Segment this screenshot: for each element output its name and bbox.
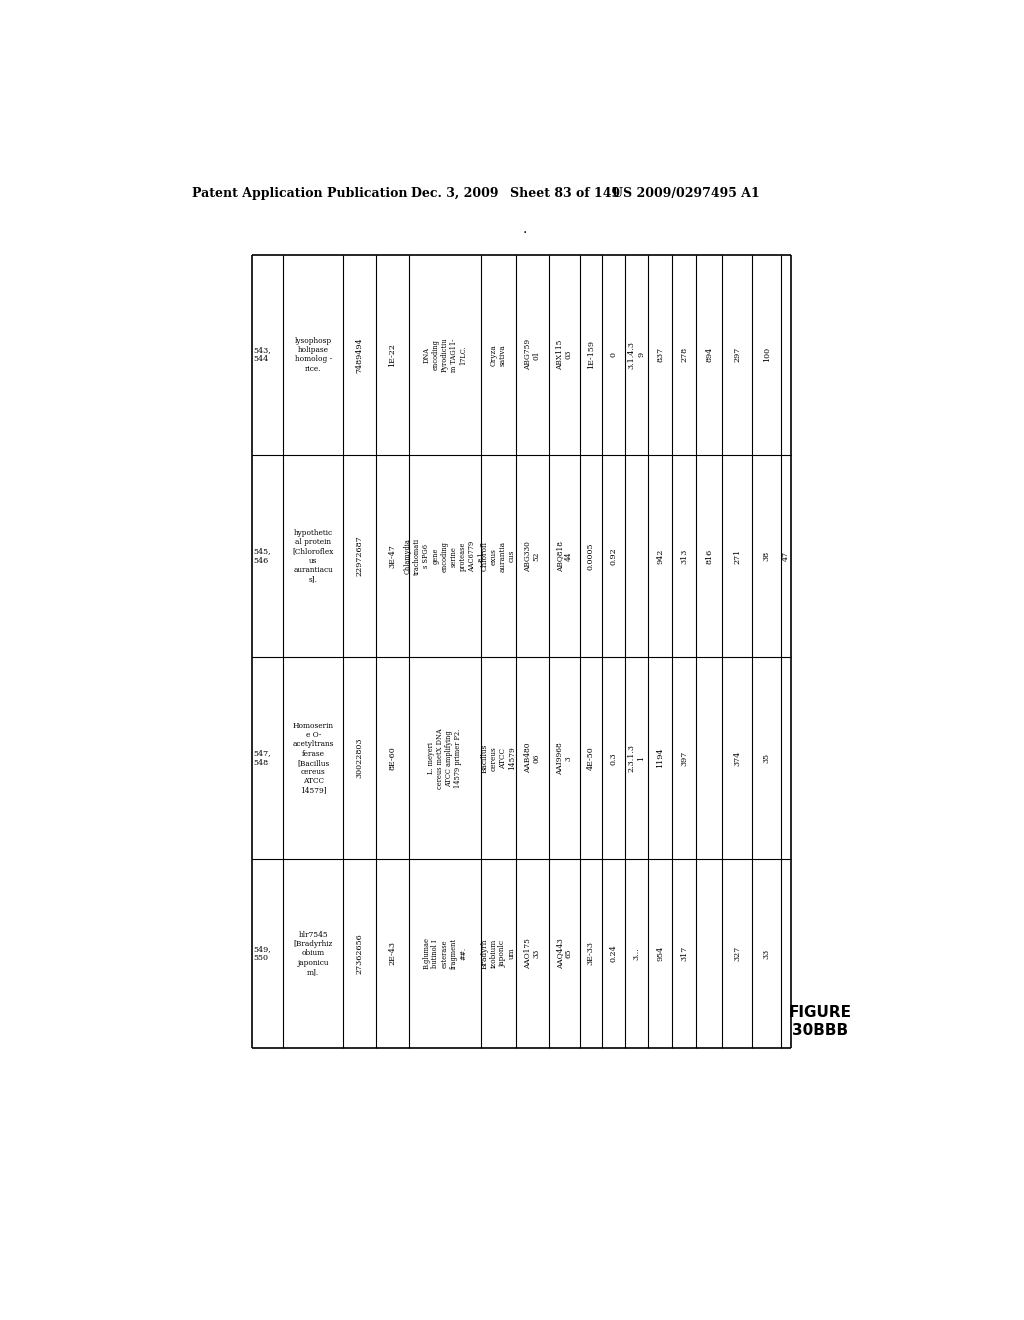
Text: 543,
544: 543, 544: [254, 346, 271, 363]
Text: 2E-43: 2E-43: [388, 941, 396, 965]
Text: AAB480
06: AAB480 06: [523, 743, 541, 774]
Text: 3...: 3...: [633, 948, 640, 960]
Text: 1194: 1194: [656, 748, 664, 768]
Text: 0.92: 0.92: [609, 548, 617, 565]
Text: 374: 374: [733, 751, 741, 766]
Text: Homoserin
e O-
acetyltrans
ferase
[Bacillus
cereus
ATCC
14579]: Homoserin e O- acetyltrans ferase [Bacil…: [293, 722, 334, 795]
Text: 942: 942: [656, 548, 664, 564]
Text: DNA
encoding
Pyrodictiu
m TAG11-
17LC.: DNA encoding Pyrodictiu m TAG11- 17LC.: [422, 338, 467, 372]
Text: lysophosp
holipase
homolog -
rice.: lysophosp holipase homolog - rice.: [295, 337, 332, 372]
Text: 837: 837: [656, 347, 664, 362]
Text: 30022803: 30022803: [355, 738, 364, 779]
Text: .: .: [522, 222, 527, 236]
Text: 2.3.1.3
1: 2.3.1.3 1: [628, 744, 645, 772]
Text: 549,
550: 549, 550: [254, 945, 271, 962]
Text: ABQ818
44: ABQ818 44: [556, 541, 572, 572]
Text: hypothetic
al protein
[Chloroflex
us
aurantiacu
s].: hypothetic al protein [Chloroflex us aur…: [293, 529, 334, 583]
Text: AAI9968
3: AAI9968 3: [556, 742, 572, 775]
Text: ABX115
03: ABX115 03: [556, 339, 572, 370]
Text: 38: 38: [763, 550, 771, 561]
Text: 3E-47: 3E-47: [388, 544, 396, 568]
Text: 7489494: 7489494: [355, 337, 364, 372]
Text: 0.24: 0.24: [609, 945, 617, 962]
Text: 3E-33: 3E-33: [587, 941, 595, 965]
Text: 894: 894: [706, 347, 714, 363]
Text: AAQ443
65: AAQ443 65: [556, 939, 572, 969]
Text: 0.3: 0.3: [609, 752, 617, 764]
Text: FIGURE
30BBB: FIGURE 30BBB: [788, 1006, 852, 1038]
Text: Chlorofl
exus
aurantia
cus: Chlorofl exus aurantia cus: [480, 541, 516, 572]
Text: L. meyeri
cereus metX DNA
ATCC amplifying
14579 primer P2.: L. meyeri cereus metX DNA ATCC amplifyin…: [427, 727, 463, 788]
Text: 1E-22: 1E-22: [388, 343, 396, 367]
Text: Oryza
sativa: Oryza sativa: [489, 345, 507, 366]
Text: 0.0005: 0.0005: [587, 543, 595, 570]
Text: 22972687: 22972687: [355, 536, 364, 577]
Text: 278: 278: [680, 347, 688, 362]
Text: 8E-60: 8E-60: [388, 746, 396, 770]
Text: 35: 35: [763, 754, 771, 763]
Text: Bradyrh
izobium
japonlc
um: Bradyrh izobium japonlc um: [480, 939, 516, 969]
Text: 397: 397: [680, 751, 688, 766]
Text: 545,
546: 545, 546: [254, 548, 271, 565]
Text: ABG330
52: ABG330 52: [523, 541, 541, 572]
Text: 816: 816: [706, 549, 714, 564]
Text: AAO175
33: AAO175 33: [523, 939, 541, 969]
Text: 27362656: 27362656: [355, 933, 364, 974]
Text: 100: 100: [763, 347, 771, 362]
Text: Bacillus
cereus
ATCC
14579: Bacillus cereus ATCC 14579: [480, 743, 516, 774]
Text: 317: 317: [680, 946, 688, 961]
Text: 327: 327: [733, 946, 741, 961]
Text: ABG759
01: ABG759 01: [523, 339, 541, 371]
Text: 4E-50: 4E-50: [587, 746, 595, 770]
Text: Chlamydia
trachomati
s SPG6
gene
encoding
serine
protease
AAC6779
8.1.: Chlamydia trachomati s SPG6 gene encodin…: [403, 537, 485, 574]
Text: US 2009/0297495 A1: US 2009/0297495 A1: [612, 187, 760, 199]
Text: 297: 297: [733, 347, 741, 363]
Text: Dec. 3, 2009: Dec. 3, 2009: [411, 187, 499, 199]
Text: 313: 313: [680, 548, 688, 564]
Text: B.glumae
butinol I
esterase
fragment
##.: B.glumae butinol I esterase fragment ##.: [422, 937, 467, 969]
Text: Sheet 83 of 149: Sheet 83 of 149: [510, 187, 621, 199]
Text: 0: 0: [609, 352, 617, 358]
Text: Patent Application Publication: Patent Application Publication: [193, 187, 408, 199]
Text: blr7545
[Bradyrhiz
obium
japonicu
m].: blr7545 [Bradyrhiz obium japonicu m].: [294, 931, 333, 975]
Text: 1E-159: 1E-159: [587, 341, 595, 370]
Text: 47: 47: [782, 550, 790, 561]
Text: 547,
548: 547, 548: [254, 750, 271, 767]
Text: 954: 954: [656, 946, 664, 961]
Text: 33: 33: [763, 948, 771, 958]
Text: 271: 271: [733, 549, 741, 564]
Text: 3.1.4.3
9: 3.1.4.3 9: [628, 341, 645, 368]
